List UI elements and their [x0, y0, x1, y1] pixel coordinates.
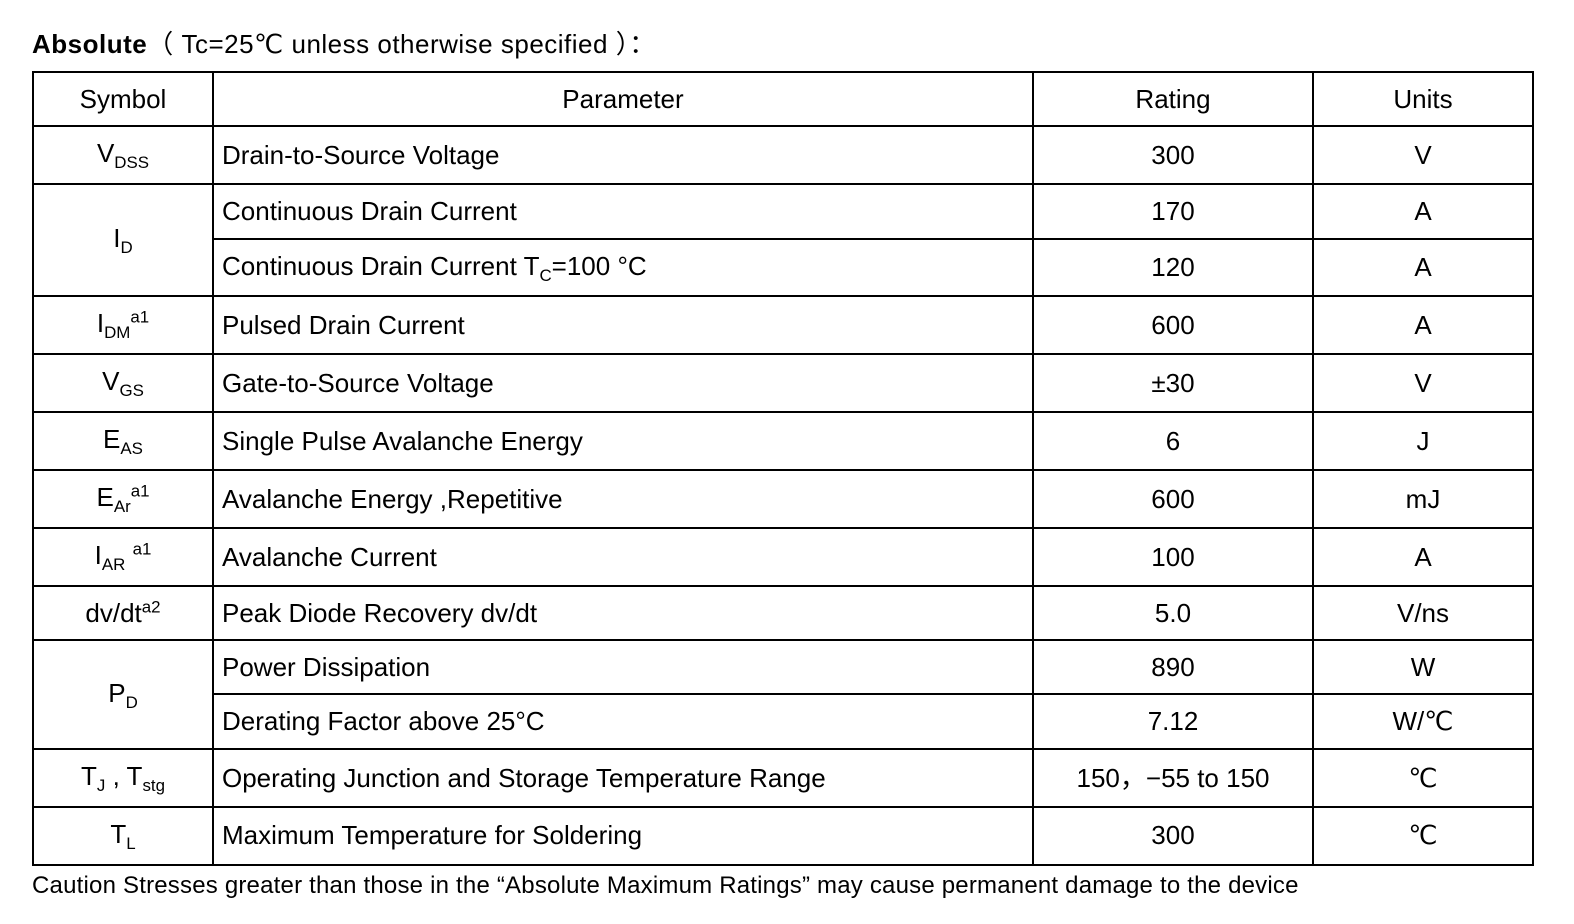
cell-units: A	[1313, 239, 1533, 297]
cell-units: ℃	[1313, 807, 1533, 865]
cell-symbol: IDMa1	[33, 296, 213, 354]
cell-symbol: VDSS	[33, 126, 213, 184]
table-row: VGSGate-to-Source Voltage±30V	[33, 354, 1533, 412]
cell-symbol: TL	[33, 807, 213, 865]
header-units: Units	[1313, 72, 1533, 126]
cell-units: A	[1313, 184, 1533, 238]
section-title: Absolute（ Tc=25℃ unless otherwise specif…	[32, 24, 1542, 61]
caution-note: Caution Stresses greater than those in t…	[32, 872, 1542, 900]
cell-symbol: EAra1	[33, 470, 213, 528]
cell-rating: 120	[1033, 239, 1313, 297]
cell-rating: 600	[1033, 296, 1313, 354]
cell-rating: ±30	[1033, 354, 1313, 412]
table-row: IAR a1Avalanche Current100A	[33, 528, 1533, 586]
table-row: Continuous Drain Current TC=100 °C120A	[33, 239, 1533, 297]
cell-rating: 5.0	[1033, 586, 1313, 640]
table-row: EAra1Avalanche Energy ,Repetitive600mJ	[33, 470, 1533, 528]
cell-rating: 300	[1033, 126, 1313, 184]
table-row: Derating Factor above 25°C7.12W/℃	[33, 694, 1533, 748]
header-parameter: Parameter	[213, 72, 1033, 126]
ratings-table: Symbol Parameter Rating Units VDSSDrain-…	[32, 71, 1534, 866]
cell-parameter: Avalanche Current	[213, 528, 1033, 586]
cell-units: V/ns	[1313, 586, 1533, 640]
table-row: EASSingle Pulse Avalanche Energy6J	[33, 412, 1533, 470]
cell-symbol: ID	[33, 184, 213, 296]
cell-units: W	[1313, 640, 1533, 694]
table-header-row: Symbol Parameter Rating Units	[33, 72, 1533, 126]
cell-units: A	[1313, 296, 1533, 354]
cell-parameter: Operating Junction and Storage Temperatu…	[213, 749, 1033, 807]
cell-parameter: Drain-to-Source Voltage	[213, 126, 1033, 184]
table-row: TJ , TstgOperating Junction and Storage …	[33, 749, 1533, 807]
cell-units: J	[1313, 412, 1533, 470]
cell-rating: 100	[1033, 528, 1313, 586]
cell-rating: 7.12	[1033, 694, 1313, 748]
table-row: IDMa1Pulsed Drain Current600A	[33, 296, 1533, 354]
cell-parameter: Pulsed Drain Current	[213, 296, 1033, 354]
cell-rating: 600	[1033, 470, 1313, 528]
cell-parameter: Derating Factor above 25°C	[213, 694, 1033, 748]
title-bold: Absolute	[32, 29, 147, 59]
cell-units: V	[1313, 126, 1533, 184]
table-row: IDContinuous Drain Current170A	[33, 184, 1533, 238]
cell-symbol: VGS	[33, 354, 213, 412]
title-rest: （ Tc=25℃ unless otherwise specified ）：	[147, 29, 655, 59]
cell-units: V	[1313, 354, 1533, 412]
cell-units: A	[1313, 528, 1533, 586]
table-row: VDSSDrain-to-Source Voltage300V	[33, 126, 1533, 184]
cell-parameter: Continuous Drain Current	[213, 184, 1033, 238]
cell-parameter: Avalanche Energy ,Repetitive	[213, 470, 1033, 528]
cell-symbol: TJ , Tstg	[33, 749, 213, 807]
cell-rating: 300	[1033, 807, 1313, 865]
cell-parameter: Single Pulse Avalanche Energy	[213, 412, 1033, 470]
header-rating: Rating	[1033, 72, 1313, 126]
cell-parameter: Power Dissipation	[213, 640, 1033, 694]
cell-parameter: Peak Diode Recovery dv/dt	[213, 586, 1033, 640]
cell-parameter: Continuous Drain Current TC=100 °C	[213, 239, 1033, 297]
cell-symbol: PD	[33, 640, 213, 749]
cell-symbol: dv/dta2	[33, 586, 213, 640]
cell-symbol: IAR a1	[33, 528, 213, 586]
cell-units: W/℃	[1313, 694, 1533, 748]
table-row: dv/dta2Peak Diode Recovery dv/dt5.0V/ns	[33, 586, 1533, 640]
cell-rating: 6	[1033, 412, 1313, 470]
table-row: PDPower Dissipation890W	[33, 640, 1533, 694]
cell-units: mJ	[1313, 470, 1533, 528]
cell-rating: 150，−55 to 150	[1033, 749, 1313, 807]
cell-units: ℃	[1313, 749, 1533, 807]
cell-symbol: EAS	[33, 412, 213, 470]
header-symbol: Symbol	[33, 72, 213, 126]
table-row: TLMaximum Temperature for Soldering300℃	[33, 807, 1533, 865]
cell-rating: 890	[1033, 640, 1313, 694]
cell-rating: 170	[1033, 184, 1313, 238]
cell-parameter: Maximum Temperature for Soldering	[213, 807, 1033, 865]
cell-parameter: Gate-to-Source Voltage	[213, 354, 1033, 412]
